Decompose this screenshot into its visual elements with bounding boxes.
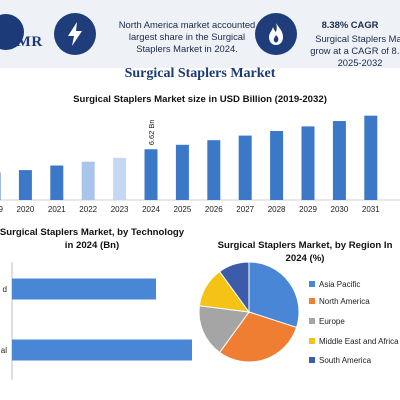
legend-item-3: Middle East and Africa xyxy=(309,335,399,347)
technology-chart-title-line2: in 2024 (Bn) xyxy=(64,240,120,251)
market-size-chart-title: Surgical Staplers Market size in USD Bil… xyxy=(73,94,327,105)
x-tick-2020: 2020 xyxy=(17,205,35,214)
x-tick-2027: 2027 xyxy=(236,205,254,214)
bar-2019 xyxy=(0,172,1,200)
legend-item-4: South America xyxy=(309,354,371,366)
bar-2024 xyxy=(144,149,158,200)
header-banner: MMR North America market accounted large… xyxy=(0,0,400,68)
pie-slice-0 xyxy=(248,261,300,329)
legend-label-0: Asia Pacific xyxy=(319,279,361,289)
pie-slice-2 xyxy=(198,305,250,354)
banner-text-cagr-line1: Surgical Staplers Mar xyxy=(315,33,400,44)
legend-swatch-2 xyxy=(309,318,315,324)
bar-2022 xyxy=(81,161,95,200)
x-tick-2026: 2026 xyxy=(205,205,223,214)
bar-2027 xyxy=(238,135,252,200)
technology-chart-title: Surgical Staplers Market, by Technology … xyxy=(0,226,192,252)
x-tick-2024: 2024 xyxy=(142,205,160,214)
legend-label-4: South America xyxy=(319,355,372,365)
legend-item-2: Europe xyxy=(309,315,345,327)
bar-2021 xyxy=(50,165,64,200)
x-tick-2030: 2030 xyxy=(331,205,349,214)
x-tick-2028: 2028 xyxy=(268,205,286,214)
legend-label-2: Europe xyxy=(319,316,345,326)
technology-bar-1 xyxy=(12,339,192,361)
legend-item-1: North America xyxy=(309,295,370,307)
banner-text-cagr: Surgical Staplers Mar grow at a CAGR of … xyxy=(300,33,400,69)
legend-item-0: Asia Pacific xyxy=(309,278,360,290)
flame-icon xyxy=(255,13,297,55)
bar-2028 xyxy=(270,131,284,200)
x-tick-2029: 2029 xyxy=(299,205,317,214)
logo-text: MMR xyxy=(2,34,43,50)
bar-2030 xyxy=(332,121,346,200)
pie-slice-4 xyxy=(218,261,250,314)
banner-text-cagr-line2: grow at a CAGR of 8.38 xyxy=(310,45,400,56)
banner-text-north-america: North America market accounted largest s… xyxy=(118,19,256,54)
technology-chart-title-line1: Surgical Staplers Market, by Technology xyxy=(0,227,185,238)
x-tick-2023: 2023 xyxy=(111,205,129,214)
x-tick-2031: 2031 xyxy=(362,205,380,214)
legend-swatch-3 xyxy=(309,338,315,344)
region-chart-title-line2: 2024 (%) xyxy=(285,253,325,264)
legend-swatch-0 xyxy=(309,281,315,287)
banner-text-cagr-line3: 2025-2032 xyxy=(337,57,383,68)
region-chart-title-line1: Surgical Staplers Market, by Region In xyxy=(217,240,393,251)
bar-2025 xyxy=(175,144,189,200)
x-tick-2025: 2025 xyxy=(174,205,192,214)
cagr-label: 8.38% CAGR xyxy=(321,19,379,30)
bar-2020 xyxy=(18,170,32,200)
pie-slice-1 xyxy=(218,311,298,363)
bar-2031 xyxy=(364,115,378,200)
lightning-icon xyxy=(54,13,96,55)
x-tick-2019: 2019 xyxy=(0,205,3,214)
page-title: Surgical Staplers Market xyxy=(124,66,276,81)
legend-swatch-1 xyxy=(309,298,315,304)
x-tick-2022: 2022 xyxy=(79,205,97,214)
legend-label-3: Middle East and Africa xyxy=(319,336,399,346)
region-chart-title: Surgical Staplers Market, by Region In 2… xyxy=(200,239,400,265)
technology-category-1: al xyxy=(1,346,7,355)
x-tick-2021: 2021 xyxy=(48,205,66,214)
bar-2029 xyxy=(301,126,315,200)
technology-bar-0 xyxy=(12,278,156,300)
bar-2023 xyxy=(113,157,127,200)
data-label-2024: 6.62 Bn xyxy=(147,119,156,145)
bar-2026 xyxy=(207,140,221,200)
technology-category-0: d xyxy=(3,285,7,294)
legend-swatch-4 xyxy=(309,357,315,363)
legend-label-1: North America xyxy=(319,296,370,306)
